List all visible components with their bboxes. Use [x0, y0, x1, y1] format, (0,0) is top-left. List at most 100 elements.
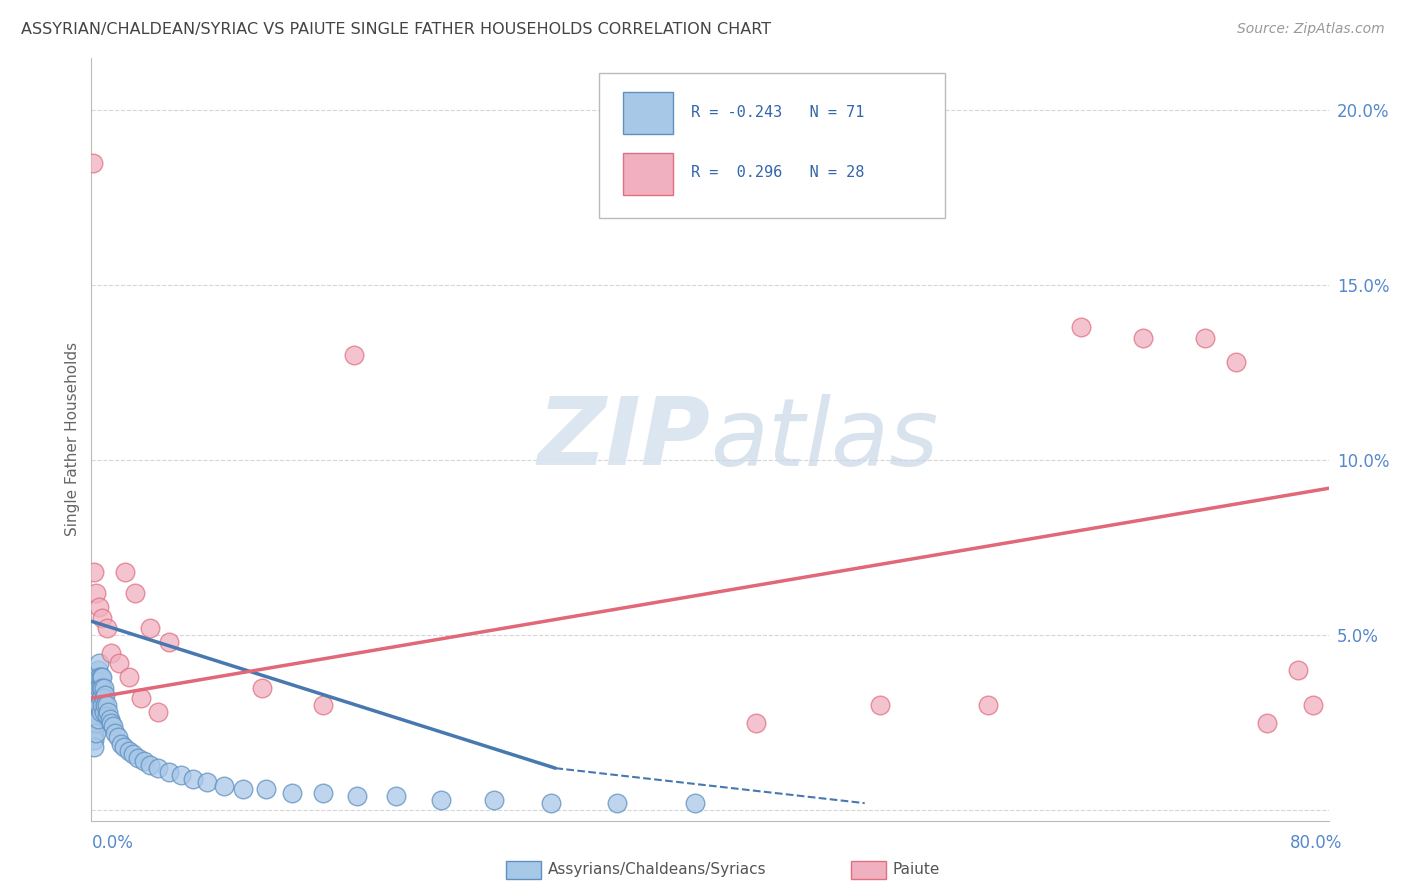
Point [107, 730, 129, 744]
Text: Assyrians/Chaldeans/Syriacs: Assyrians/Chaldeans/Syriacs [548, 863, 766, 877]
Point [84, 726, 107, 740]
Point [343, 348, 366, 362]
Point [312, 786, 335, 800]
Point [96, 708, 118, 723]
Y-axis label: Single Father Households: Single Father Households [65, 343, 80, 536]
Text: ASSYRIAN/CHALDEAN/SYRIAC VS PAIUTE SINGLE FATHER HOUSEHOLDS CORRELATION CHART: ASSYRIAN/CHALDEAN/SYRIAC VS PAIUTE SINGL… [21, 22, 772, 37]
Point [312, 698, 335, 713]
Point [977, 698, 1000, 713]
Point [83, 715, 105, 730]
Point [91, 698, 114, 713]
Text: Source: ZipAtlas.com: Source: ZipAtlas.com [1237, 22, 1385, 37]
Point [93, 681, 115, 695]
Point [83, 740, 105, 755]
Point [170, 768, 193, 782]
Point [87, 670, 111, 684]
Point [90, 691, 112, 706]
Point [93, 705, 115, 719]
Point [146, 705, 169, 719]
Point [84, 681, 107, 695]
Point [83, 705, 105, 719]
Point [482, 792, 505, 806]
Point [745, 715, 768, 730]
Point [82, 156, 104, 170]
Point [87, 698, 111, 713]
Point [127, 750, 149, 764]
Point [112, 740, 135, 755]
Point [91, 681, 114, 695]
Point [87, 600, 111, 615]
Point [132, 754, 155, 768]
Point [683, 796, 706, 810]
Text: Paiute: Paiute [893, 863, 941, 877]
Point [124, 586, 146, 600]
Point [129, 691, 152, 706]
Point [100, 646, 122, 660]
Point [86, 698, 108, 713]
Point [250, 681, 273, 695]
Point [94, 688, 117, 702]
Point [114, 566, 136, 580]
Text: 0.0%: 0.0% [91, 834, 134, 852]
Point [108, 657, 131, 671]
Point [1194, 331, 1216, 345]
Point [83, 733, 105, 747]
Point [82, 691, 104, 706]
Point [83, 726, 105, 740]
Point [1302, 698, 1324, 713]
Point [100, 715, 122, 730]
FancyBboxPatch shape [599, 73, 945, 219]
Point [82, 698, 104, 713]
Point [82, 705, 104, 719]
Point [90, 670, 112, 684]
Point [104, 726, 127, 740]
Point [1256, 715, 1278, 730]
Point [94, 698, 117, 713]
Point [82, 715, 104, 730]
Point [101, 719, 124, 733]
FancyBboxPatch shape [623, 153, 673, 195]
Point [83, 681, 105, 695]
Point [606, 796, 628, 810]
Point [83, 691, 105, 706]
Point [86, 673, 108, 688]
Text: atlas: atlas [710, 393, 938, 485]
Point [183, 772, 205, 786]
Point [82, 726, 104, 740]
Point [254, 782, 277, 797]
Point [86, 712, 108, 726]
Point [117, 670, 139, 684]
Point [96, 621, 118, 635]
Point [98, 712, 121, 726]
Point [146, 761, 169, 775]
Point [1070, 320, 1092, 334]
Point [90, 705, 112, 719]
Point [91, 611, 114, 625]
Point [122, 747, 145, 761]
Point [139, 757, 162, 772]
Point [540, 796, 562, 810]
Point [97, 705, 120, 719]
Point [157, 635, 180, 649]
Point [91, 670, 114, 684]
Point [281, 786, 304, 800]
Point [96, 698, 118, 713]
Point [1132, 331, 1154, 345]
Point [87, 657, 111, 671]
Point [346, 789, 368, 804]
Point [93, 691, 115, 706]
FancyBboxPatch shape [623, 92, 673, 134]
Point [117, 744, 139, 758]
Point [84, 586, 107, 600]
Point [139, 621, 162, 635]
Point [84, 715, 107, 730]
Point [1286, 663, 1309, 677]
Point [84, 670, 107, 684]
Text: R = -0.243   N = 71: R = -0.243 N = 71 [692, 105, 865, 120]
Text: ZIP: ZIP [537, 393, 710, 485]
Point [83, 566, 105, 580]
Point [86, 663, 108, 677]
Point [1225, 355, 1247, 369]
Point [195, 775, 219, 789]
Text: 80.0%: 80.0% [1291, 834, 1343, 852]
